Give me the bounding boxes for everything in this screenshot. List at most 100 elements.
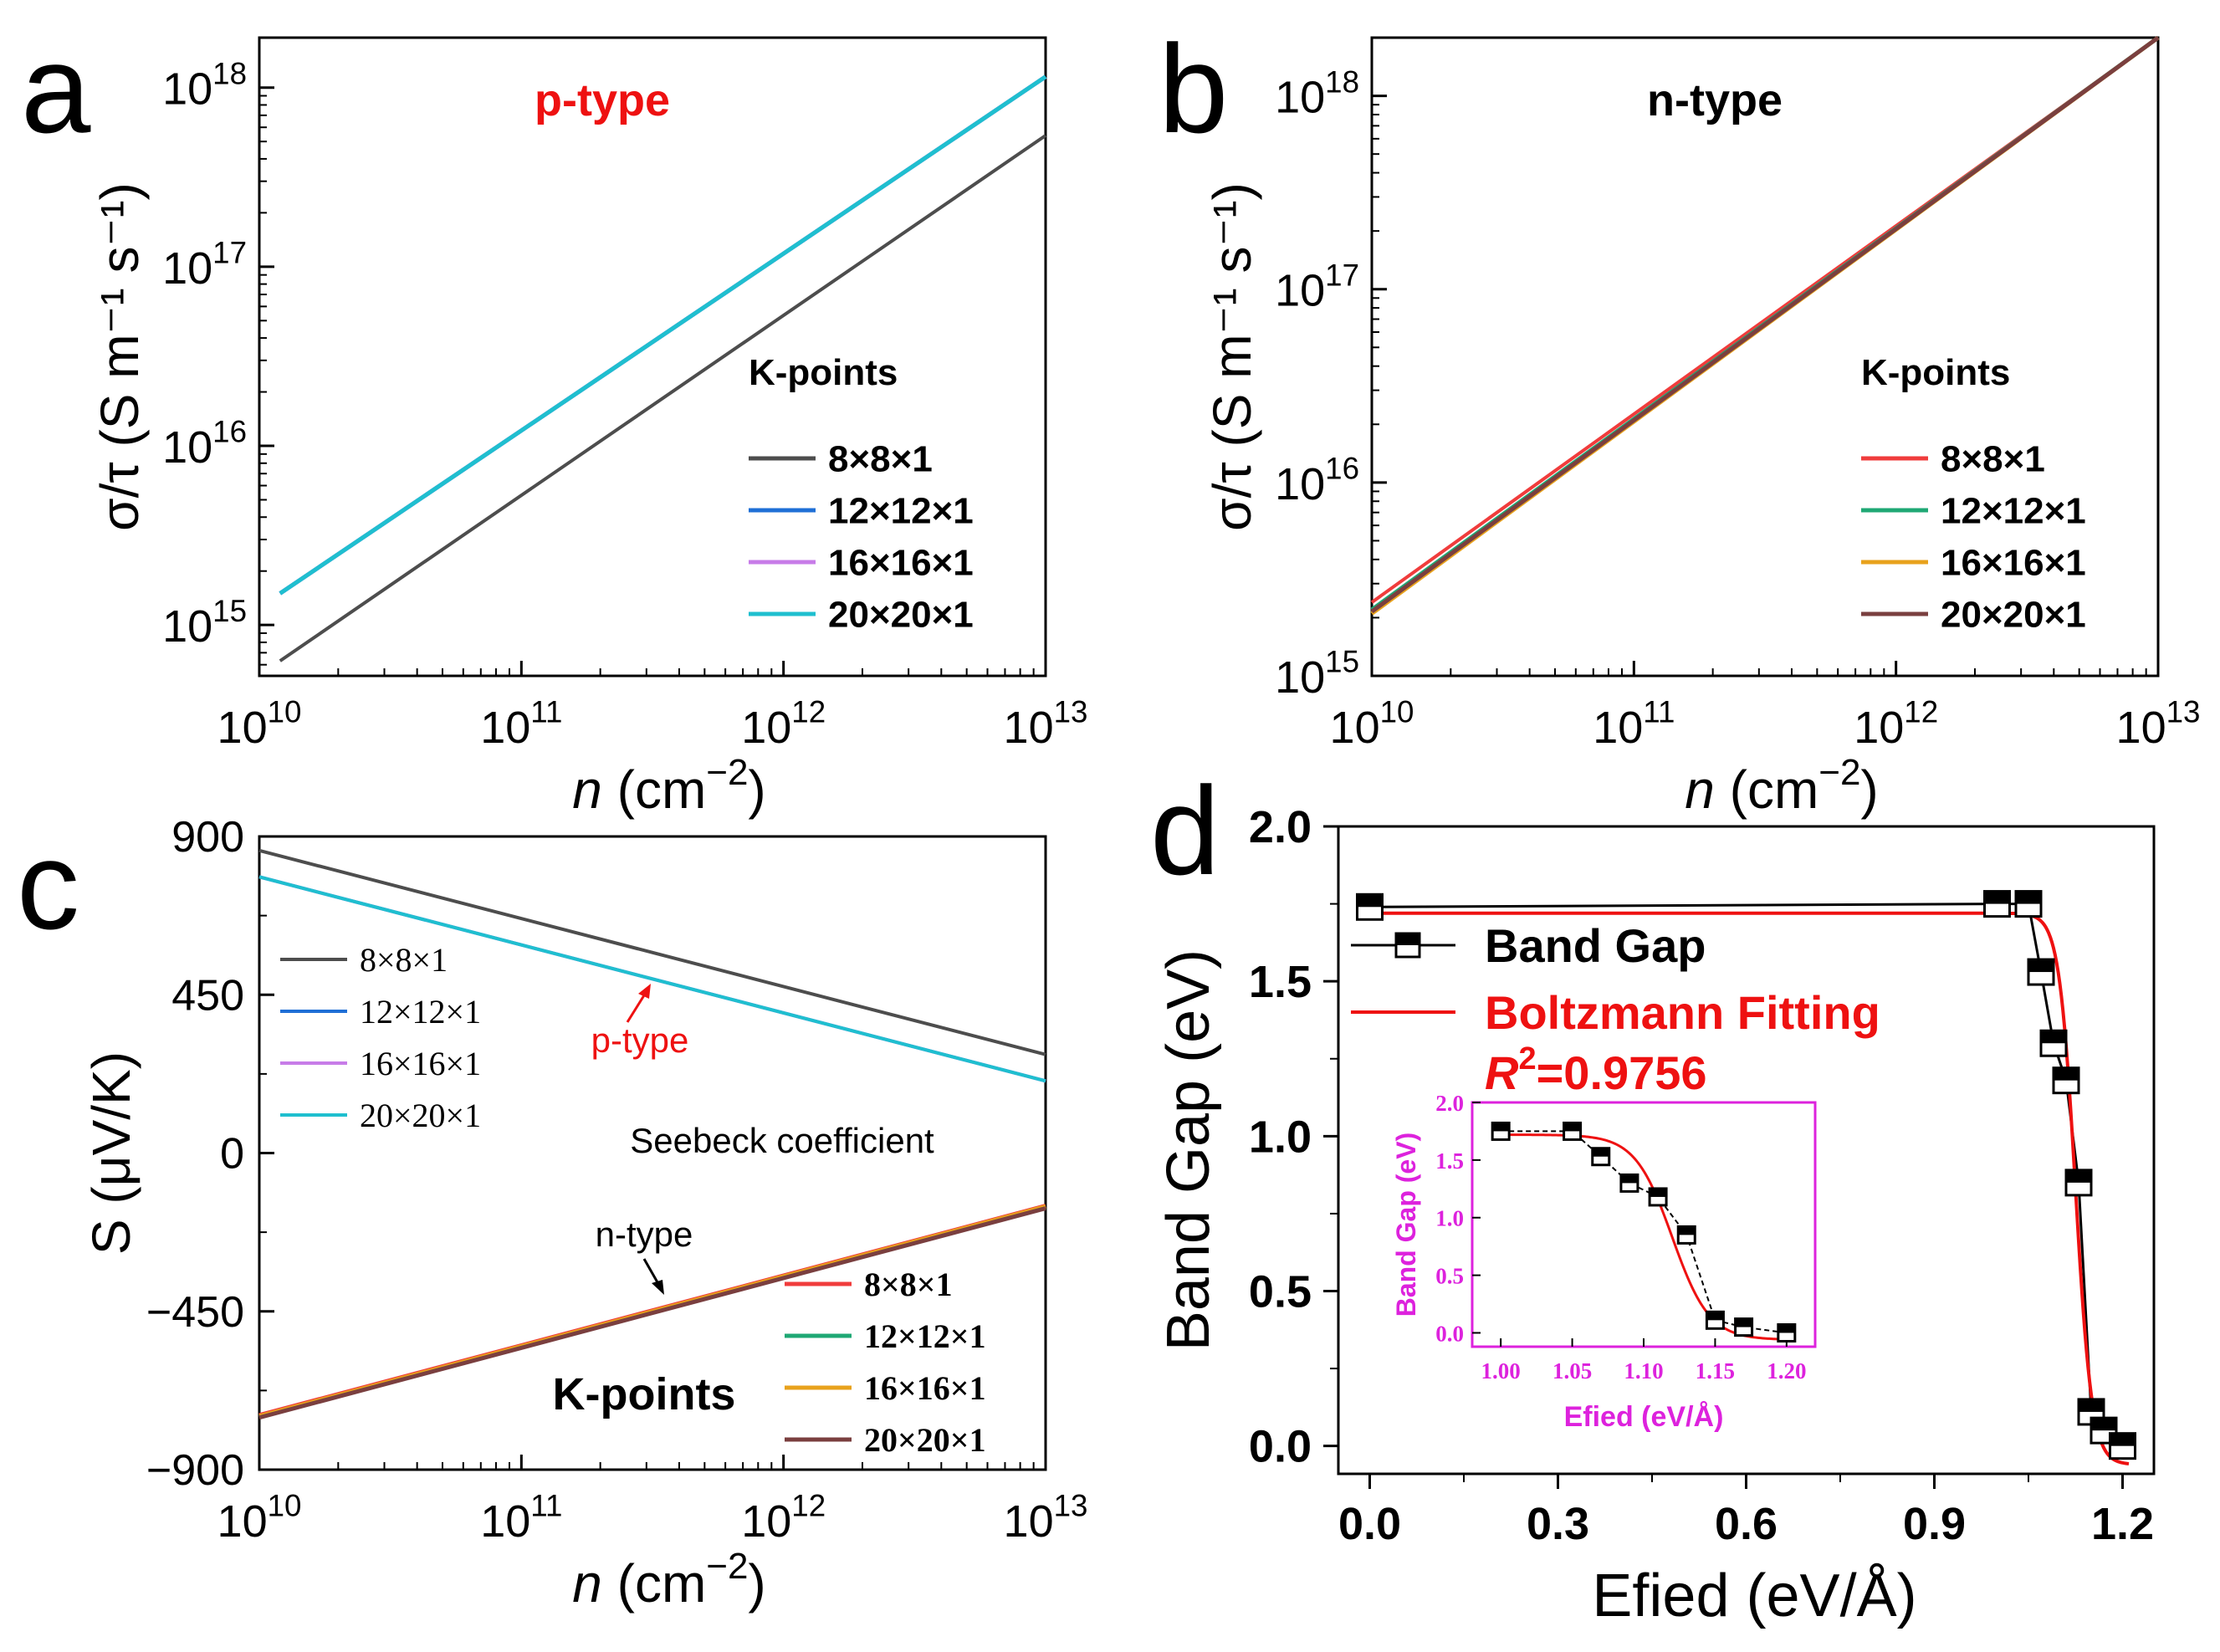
panel-d-y-tick-label: 0.0 — [1249, 1422, 1312, 1472]
panel-b-legend-title: K-points — [1861, 352, 2010, 393]
panel-c-y-tick-label: −900 — [146, 1446, 244, 1495]
panel-c-y-tick-label: 0 — [220, 1130, 244, 1179]
panel-d-inset-data-point-fill — [1778, 1324, 1795, 1333]
panel-b-title: n-type — [1647, 75, 1783, 125]
panel-d-inset-x-tick-label: 1.15 — [1696, 1358, 1735, 1383]
panel-d-inset-data-point-fill — [1678, 1226, 1696, 1235]
panel-d-inset-x-tick-label: 1.05 — [1552, 1358, 1592, 1383]
panel-b-legend-item-label: 16×16×1 — [1941, 542, 2086, 583]
panel-c-p-type-annotation: p-type — [591, 1020, 689, 1060]
panel-letter-c: c — [17, 815, 79, 955]
panel-c-x-axis-label: n (cm−2) — [572, 1546, 765, 1614]
panel-d-inset-data-point-fill — [1592, 1148, 1609, 1157]
panel-a-legend-item-label: 20×20×1 — [828, 594, 974, 635]
panel-d-inset-frame — [1471, 1101, 1817, 1348]
panel-a-legend-item-label: 16×16×1 — [828, 542, 974, 583]
panel-c-p-series-line — [258, 848, 1046, 1056]
panel-d-inset-y-tick-label: 0.5 — [1435, 1264, 1464, 1289]
panel-b-legend-item-label: 20×20×1 — [1941, 594, 2086, 635]
panel-d-data-point-fill — [2016, 891, 2041, 904]
panel-c-x-tick-label: 1011 — [480, 1489, 562, 1547]
panel-c-p-type-arrowhead — [638, 984, 651, 999]
panel-d-inset-y-tick-label: 1.0 — [1435, 1206, 1464, 1231]
panel-d-inset-x-tick-label: 1.10 — [1624, 1358, 1663, 1383]
panel-letter-d: d — [1150, 760, 1220, 901]
panel-d-inset-data-point-fill — [1620, 1174, 1638, 1184]
panel-b-legend-item-label: 12×12×1 — [1941, 490, 2086, 531]
panel-a-plot-frame — [258, 36, 1047, 678]
panel-d-legend-band-gap-marker-fill — [1396, 933, 1419, 945]
panel-d-data-point-fill — [1357, 894, 1383, 908]
panel-a-legend-title: K-points — [749, 352, 898, 393]
panel-d-inset-data-point-fill — [1735, 1318, 1752, 1327]
panel-b-x-tick-label: 1011 — [1593, 695, 1675, 753]
panel-d-legend-band-gap-label: Band Gap — [1485, 919, 1706, 972]
panel-d-inset-y-tick-label: 2.0 — [1435, 1091, 1464, 1116]
panel-c-n-type-annotation: n-type — [596, 1215, 693, 1254]
panel-d-band-gap: 0.0 0.3 0.6 0.9 1.2 0.0 0.5 1.0 1.5 2.0 Band Gap Bo… — [1155, 802, 2156, 1629]
panel-c-p-legend-item-label: 8×8×1 — [360, 941, 448, 979]
panel-d-data-point-fill — [1984, 891, 2010, 904]
panel-d-x-tick-label: 0.6 — [1715, 1499, 1778, 1549]
panel-d-data-point-fill — [2028, 959, 2054, 973]
panel-b-x-axis-label: n (cm−2) — [1685, 752, 1878, 820]
panel-b-x-tick-label: 1013 — [2116, 695, 2201, 753]
panel-d-inset-y-axis-label: Band Gap (eV) — [1391, 1133, 1421, 1317]
panel-b-y-tick-label: 1015 — [1275, 645, 1359, 703]
panel-a-x-tick-label: 1010 — [217, 695, 302, 753]
panel-d-data-point-fill — [2054, 1067, 2079, 1081]
panel-b-y-tick-label: 1017 — [1275, 258, 1359, 315]
panel-c-legend-title: K-points — [553, 1369, 736, 1419]
panel-b-y-tick-label: 1018 — [1275, 64, 1359, 122]
panel-d-data-point-fill — [2091, 1418, 2116, 1431]
panel-d-y-tick-label: 2.0 — [1249, 802, 1312, 852]
panel-b-plot-frame — [1370, 36, 2160, 678]
panel-c-n-legend-item-label: 20×20×1 — [864, 1421, 986, 1459]
panel-c-seebeck: 1010 1011 1012 1013 900 450 0 −450 −900 8×8×1 12×1… — [81, 813, 1087, 1614]
panel-c-y-tick-label: 450 — [171, 971, 244, 1020]
panel-c-n-type-arrowhead — [652, 1280, 664, 1295]
panel-d-x-axis-label: Efied (eV/Å) — [1592, 1562, 1916, 1629]
panel-d-inset-x-tick-label: 1.00 — [1481, 1358, 1521, 1383]
panel-c-x-tick-label: 1012 — [741, 1489, 826, 1547]
panel-c-n-legend-item-label: 8×8×1 — [864, 1266, 953, 1303]
panel-b-conductivity-n-type: 1010 1011 1012 1013 1015 1016 1017 1018 n-type K-… — [1202, 35, 2201, 820]
panel-d-data-point-fill — [2110, 1433, 2136, 1446]
panel-b-y-tick-label: 1016 — [1275, 452, 1359, 509]
panel-a-legend-item-label: 12×12×1 — [828, 490, 974, 531]
panel-d-legend-fit-label: Boltzmann Fitting — [1485, 986, 1880, 1039]
panel-c-y-tick-label: −450 — [146, 1288, 244, 1337]
panel-b-y-axis-label: σ/τ (S m⁻¹ s⁻¹) — [1202, 182, 1262, 531]
panel-a-y-tick-label: 1015 — [162, 594, 247, 652]
panel-letter-a: a — [21, 18, 91, 159]
panel-d-inset-x-tick-label: 1.20 — [1767, 1358, 1806, 1383]
panel-d-y-tick-label: 0.5 — [1249, 1267, 1312, 1317]
panel-c-x-tick-label: 1013 — [1004, 1489, 1088, 1547]
panel-c-p-series-line — [258, 875, 1046, 1083]
panel-a-x-axis-label: n (cm−2) — [572, 752, 765, 820]
panel-d-x-tick-label: 0.3 — [1527, 1499, 1589, 1549]
panel-b-x-tick-label: 1010 — [1330, 695, 1414, 753]
panel-b-series-line — [1370, 35, 2160, 614]
panel-d-r-squared: R2=0.9756 — [1485, 1041, 1707, 1099]
panel-c-y-axis-label: S (μV/K) — [81, 1051, 141, 1255]
panel-a-series-line — [279, 74, 1047, 596]
panel-a-y-tick-label: 1017 — [162, 236, 247, 294]
panel-d-inset-data-point-fill — [1650, 1188, 1667, 1197]
panel-a-y-tick-label: 1018 — [162, 56, 247, 114]
panel-a-series-line — [279, 134, 1047, 662]
panel-c-title: Seebeck coefficient — [630, 1121, 934, 1160]
panel-d-inset-y-tick-label: 1.5 — [1435, 1148, 1464, 1174]
panel-c-x-tick-label: 1010 — [217, 1489, 302, 1547]
panel-c-n-legend-item-label: 12×12×1 — [864, 1317, 986, 1355]
panel-c-n-series-line — [258, 1206, 1046, 1420]
panel-d-x-tick-label: 1.2 — [2091, 1499, 2154, 1549]
panel-b-x-tick-label: 1012 — [1854, 695, 1938, 753]
panel-d-y-tick-label: 1.0 — [1249, 1112, 1312, 1162]
panel-d-inset-y-tick-label: 0.0 — [1435, 1321, 1464, 1346]
panel-d-inset-data-point-fill — [1563, 1123, 1581, 1132]
panel-a-x-tick-label: 1011 — [480, 695, 562, 753]
panel-c-y-tick-label: 900 — [171, 813, 244, 862]
panel-c-p-legend-item-label: 12×12×1 — [360, 993, 481, 1031]
